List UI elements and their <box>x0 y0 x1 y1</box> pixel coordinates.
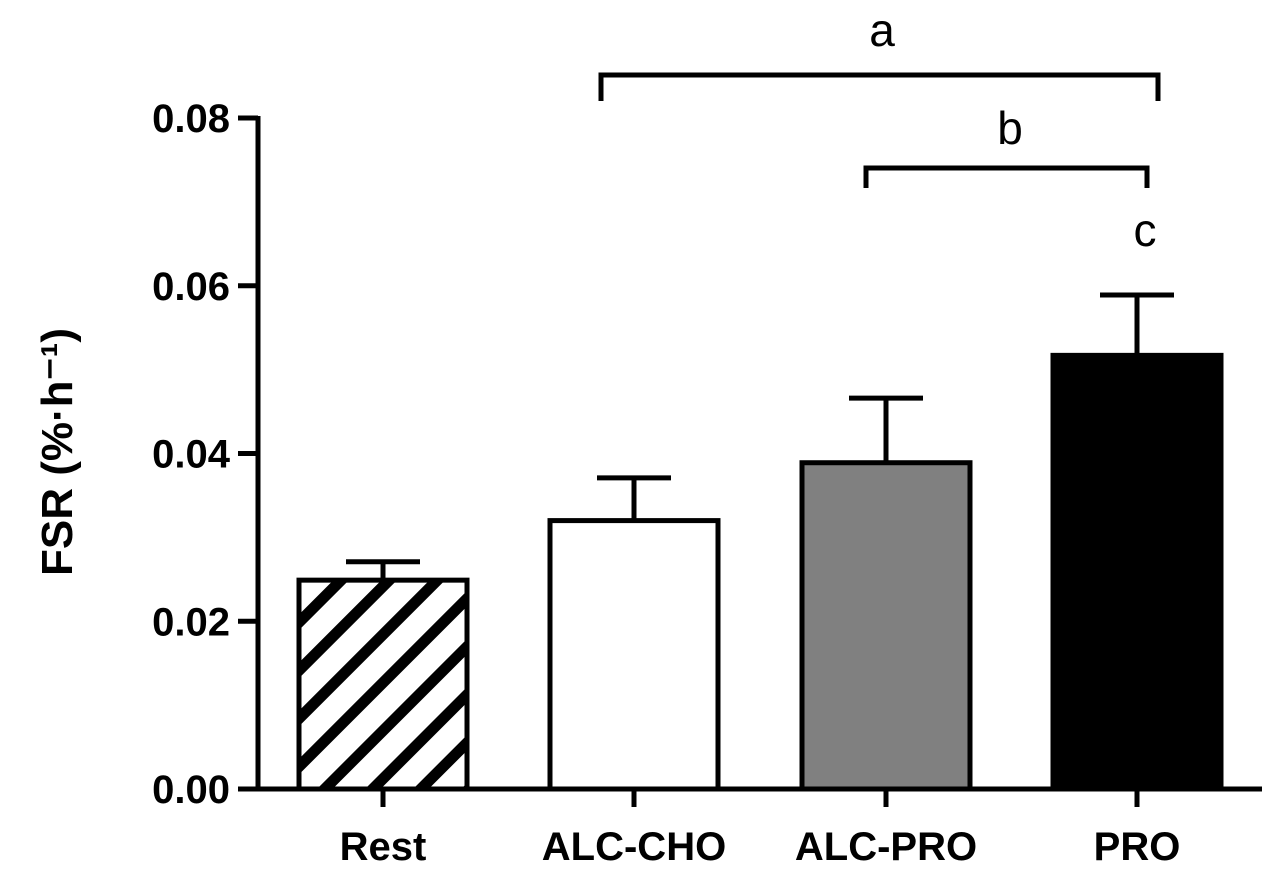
bar-alc-cho <box>547 518 721 792</box>
x-tick-label: ALC-CHO <box>542 825 726 869</box>
x-tick-label: ALC-PRO <box>795 825 977 869</box>
x-tick-label: Rest <box>340 825 427 869</box>
y-tick-label: 0.08 <box>152 97 230 141</box>
bar-pro <box>1050 352 1224 792</box>
significance-label-b: b <box>997 102 1023 154</box>
y-axis-label: FSR (%·h⁻¹) <box>33 328 82 576</box>
bar-alc-pro <box>799 460 973 792</box>
y-tick-label: 0.00 <box>152 768 230 812</box>
bar-rest <box>296 577 470 792</box>
y-tick-label: 0.04 <box>152 433 231 477</box>
y-tick-label: 0.06 <box>152 265 230 309</box>
significance-label-a: a <box>869 4 895 56</box>
significance-bracket-a <box>598 72 1161 101</box>
significance-bracket-b <box>863 165 1150 188</box>
x-tick-label: PRO <box>1094 825 1181 869</box>
significance-label-c: c <box>1134 204 1157 256</box>
y-tick-label: 0.02 <box>152 600 230 644</box>
